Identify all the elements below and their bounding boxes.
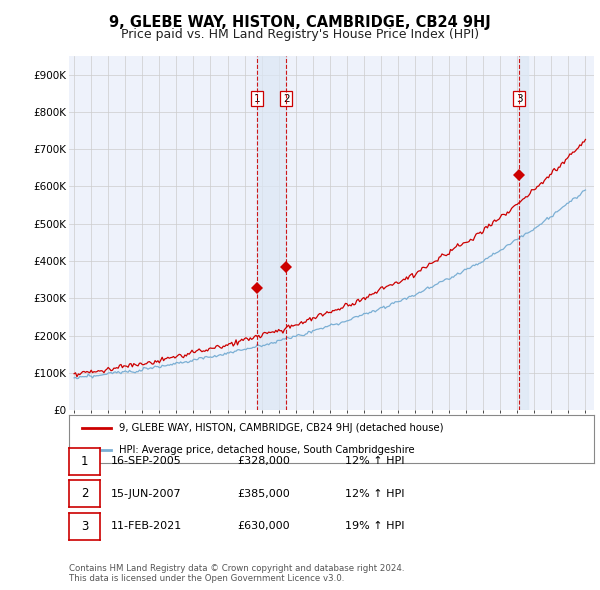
Text: £630,000: £630,000 (237, 522, 290, 531)
Text: 16-SEP-2005: 16-SEP-2005 (111, 457, 182, 466)
Text: 3: 3 (516, 94, 523, 103)
Text: 2: 2 (81, 487, 88, 500)
Text: HPI: Average price, detached house, South Cambridgeshire: HPI: Average price, detached house, Sout… (119, 445, 415, 455)
Text: Contains HM Land Registry data © Crown copyright and database right 2024.
This d: Contains HM Land Registry data © Crown c… (69, 563, 404, 583)
Text: 12% ↑ HPI: 12% ↑ HPI (345, 457, 404, 466)
Bar (520, 56, 528, 410)
Text: 15-JUN-2007: 15-JUN-2007 (111, 489, 182, 499)
Text: 3: 3 (81, 520, 88, 533)
Text: 2: 2 (283, 94, 290, 103)
Text: 9, GLEBE WAY, HISTON, CAMBRIDGE, CB24 9HJ (detached house): 9, GLEBE WAY, HISTON, CAMBRIDGE, CB24 9H… (119, 423, 443, 433)
Text: £385,000: £385,000 (237, 489, 290, 499)
Text: £328,000: £328,000 (237, 457, 290, 466)
Text: 19% ↑ HPI: 19% ↑ HPI (345, 522, 404, 531)
Text: 1: 1 (81, 455, 88, 468)
Text: Price paid vs. HM Land Registry's House Price Index (HPI): Price paid vs. HM Land Registry's House … (121, 28, 479, 41)
Text: 9, GLEBE WAY, HISTON, CAMBRIDGE, CB24 9HJ: 9, GLEBE WAY, HISTON, CAMBRIDGE, CB24 9H… (109, 15, 491, 30)
Text: 11-FEB-2021: 11-FEB-2021 (111, 522, 182, 531)
Text: 12% ↑ HPI: 12% ↑ HPI (345, 489, 404, 499)
Text: 1: 1 (253, 94, 260, 103)
Bar (257, 56, 286, 410)
